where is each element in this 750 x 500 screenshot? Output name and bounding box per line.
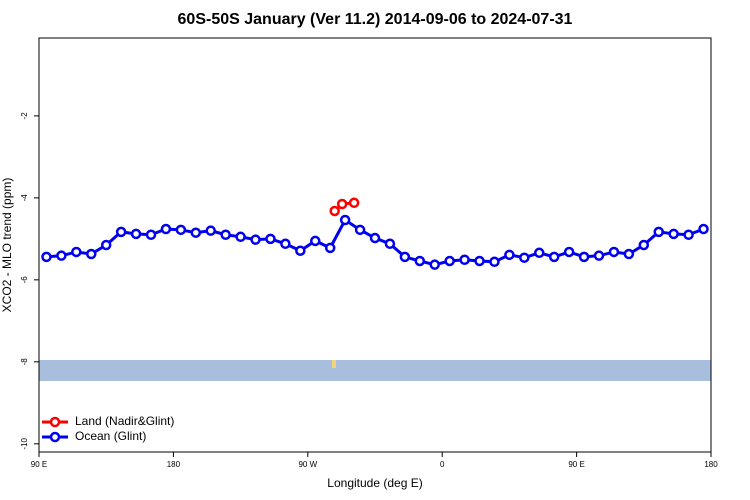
point: [130, 228, 142, 240]
point: [205, 225, 216, 236]
point: [534, 247, 545, 259]
point: [265, 233, 276, 245]
point: [369, 232, 381, 244]
chart-title: 60S-50S January (Ver 11.2) 2014-09-06 to…: [178, 11, 573, 28]
plot-frame: [38, 37, 712, 453]
point: [220, 229, 231, 241]
x-tick-label: 90 E: [568, 460, 584, 469]
point: [519, 252, 530, 263]
point: [698, 223, 709, 235]
point: [86, 248, 97, 260]
point: [548, 251, 560, 263]
point: [115, 226, 127, 238]
point: [295, 245, 306, 256]
y-tick-label: -4: [20, 194, 29, 202]
point: [280, 238, 291, 250]
point: [563, 246, 575, 258]
point: [56, 250, 67, 261]
legend-label: Ocean (Glint): [75, 429, 146, 443]
point: [348, 197, 360, 209]
point: [429, 259, 440, 270]
point: [459, 254, 470, 266]
x-tick-label: 90 W: [298, 460, 317, 469]
point: [336, 198, 348, 210]
y-tick-label: -10: [20, 437, 29, 449]
point: [329, 205, 340, 217]
point: [145, 229, 157, 241]
point: [310, 235, 321, 247]
point: [474, 255, 485, 267]
point: [399, 251, 411, 263]
y-axis-label: XCO2 - MLO trend (ppm): [0, 178, 14, 313]
point: [190, 227, 202, 238]
point: [250, 234, 261, 245]
point: [160, 223, 172, 235]
point: [100, 239, 112, 251]
point: [175, 224, 187, 236]
y-tick-label: -6: [20, 276, 29, 284]
legend-label: Land (Nadir&Glint): [75, 414, 174, 428]
point: [608, 246, 620, 258]
point: [414, 255, 426, 267]
map-strip: [39, 360, 711, 381]
x-axis-label: Longitude (deg E): [327, 476, 422, 490]
point: [504, 249, 515, 261]
point: [623, 248, 635, 260]
x-tick-label: 90 E: [31, 460, 47, 469]
land-patch: [332, 360, 336, 368]
point: [71, 246, 82, 258]
point: [683, 229, 694, 241]
y-tick-label: -8: [20, 358, 29, 366]
point: [668, 228, 679, 240]
point: [638, 239, 650, 251]
x-tick-label: 0: [440, 460, 445, 469]
y-tick-label: -2: [20, 112, 29, 120]
point: [489, 256, 500, 268]
point: [41, 251, 52, 263]
point: [324, 242, 336, 254]
legend-marker: [49, 431, 61, 443]
point: [384, 238, 396, 250]
point: [444, 255, 455, 267]
point: [235, 231, 246, 243]
legend-marker: [49, 416, 61, 428]
point: [578, 251, 590, 263]
x-tick-label: 180: [167, 460, 181, 469]
point: [339, 214, 351, 226]
point: [354, 224, 366, 236]
x-tick-label: 180: [704, 460, 718, 469]
point: [593, 250, 605, 261]
point: [653, 226, 664, 238]
